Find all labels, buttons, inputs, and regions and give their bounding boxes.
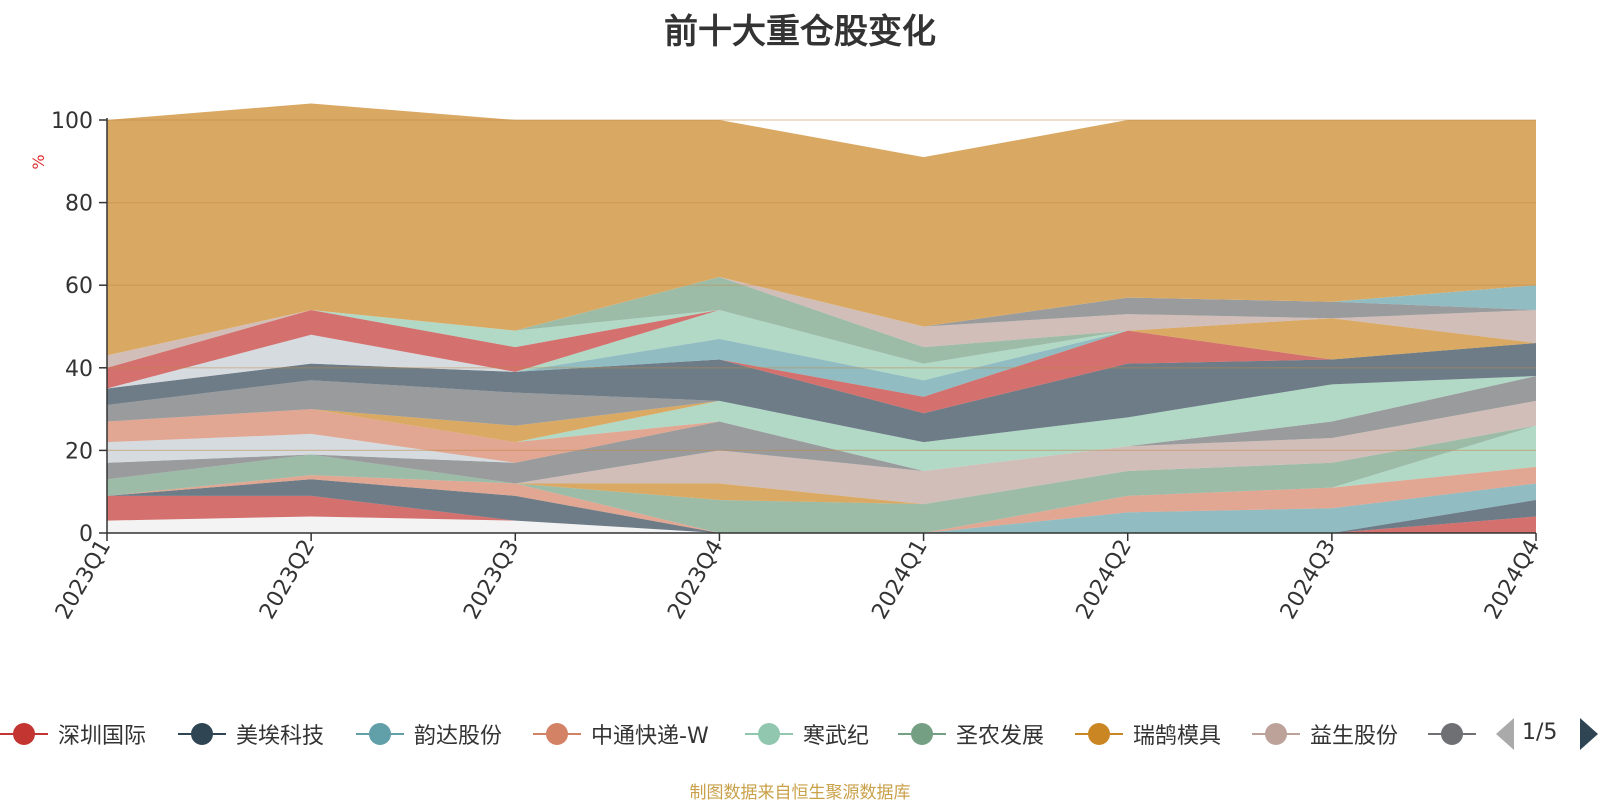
y-tick-label: 20 <box>65 439 93 464</box>
legend-label: 益生股份 <box>1310 724 1399 749</box>
source-note: 制图数据来自恒生聚源数据库 <box>689 783 911 803</box>
legend-label: 中通快递-W <box>591 724 709 749</box>
y-tick-label: 100 <box>51 109 93 134</box>
legend-label: 深圳国际 <box>58 724 147 749</box>
x-tick-label: 2023Q4 <box>663 536 728 624</box>
prev-page-icon[interactable] <box>1496 718 1514 750</box>
legend-item-1[interactable]: 美埃科技 <box>178 716 324 752</box>
y-tick-label: 80 <box>65 192 93 217</box>
legend-item-3[interactable]: 中通快递-W <box>533 716 709 752</box>
area-series-12 <box>107 376 1536 472</box>
x-tick-label: 2024Q2 <box>1072 536 1137 624</box>
legend-item-4[interactable]: 寒武纪 <box>745 716 869 752</box>
area-series-15 <box>107 343 1536 443</box>
area-series-19 <box>107 309 1536 389</box>
legend-label: 美埃科技 <box>236 724 325 749</box>
x-tick-label: 2024Q1 <box>867 536 932 624</box>
area-series-22 <box>107 309 1536 389</box>
gridlines <box>107 119 1536 451</box>
y-tick-label: 0 <box>79 522 93 547</box>
x-tick-label: 2023Q3 <box>459 536 524 624</box>
legend-label: 圣农发展 <box>956 724 1045 749</box>
legend-marker-icon <box>0 722 48 746</box>
legend: 深圳国际 美埃科技 韵达股份 中通快递-W 寒武纪 圣农发展 瑞鹄模具 益生股份 <box>0 716 1600 752</box>
area-series-18 <box>107 309 1536 389</box>
area-series-21 <box>107 309 1536 389</box>
legend-pager: 1/5 <box>1496 716 1600 752</box>
legend-item-8[interactable] <box>1428 716 1486 752</box>
legend-label: 寒武纪 <box>803 724 870 749</box>
y-axis-label: % <box>29 154 48 169</box>
area-series-28 <box>107 103 1536 356</box>
legend-marker-icon <box>533 722 581 746</box>
area-series-6 <box>107 425 1536 533</box>
legend-label: 韵达股份 <box>414 724 503 749</box>
area-series-4 <box>107 466 1536 533</box>
legend-marker-icon <box>745 722 793 746</box>
chart-area: 0 20 40 60 80 100 2023Q1 2023Q2 2023Q3 2023Q4 2024… <box>29 103 1545 624</box>
area-series-3 <box>107 479 1536 533</box>
y-tick-label: 60 <box>65 274 93 299</box>
area-series-8 <box>107 400 1536 505</box>
area-series-0 <box>107 516 1536 533</box>
x-tick-label: 2023Q1 <box>51 536 116 624</box>
area-series-11 <box>107 376 1536 472</box>
area-series-25 <box>107 276 1536 368</box>
area-series-24 <box>107 276 1536 368</box>
legend-item-5[interactable]: 圣农发展 <box>898 716 1044 752</box>
legend-item-6[interactable]: 瑞鹄模具 <box>1075 716 1221 752</box>
chart-title: 前十大重仓股变化 <box>664 12 936 52</box>
legend-marker-icon <box>1075 722 1123 746</box>
legend-marker-icon <box>356 722 404 746</box>
legend-marker-icon <box>1428 722 1476 746</box>
area-series-14 <box>107 376 1536 443</box>
area-series-2 <box>107 479 1536 533</box>
area-series-13 <box>107 376 1536 443</box>
legend-page-indicator: 1/5 <box>1522 720 1558 745</box>
legend-marker-icon <box>1252 722 1300 746</box>
legend-marker-icon <box>898 722 946 746</box>
y-tick-label: 40 <box>65 357 93 382</box>
area-series-16 <box>107 330 1536 414</box>
area-series-17 <box>107 330 1536 397</box>
area-series-20 <box>107 309 1536 389</box>
area-series-26 <box>107 276 1536 356</box>
x-tick-label: 2024Q4 <box>1480 536 1545 624</box>
legend-item-7[interactable]: 益生股份 <box>1252 716 1398 752</box>
x-tick-label: 2024Q3 <box>1276 536 1341 624</box>
next-page-icon[interactable] <box>1580 718 1598 750</box>
legend-label: 瑞鹄模具 <box>1133 724 1222 749</box>
area-series-1 <box>107 495 1536 533</box>
legend-marker-icon <box>178 722 226 746</box>
stacked-areas <box>107 103 1536 533</box>
x-tick-label: 2023Q2 <box>255 536 320 624</box>
legend-item-0[interactable]: 深圳国际 <box>0 716 146 752</box>
legend-item-2[interactable]: 韵达股份 <box>356 716 502 752</box>
